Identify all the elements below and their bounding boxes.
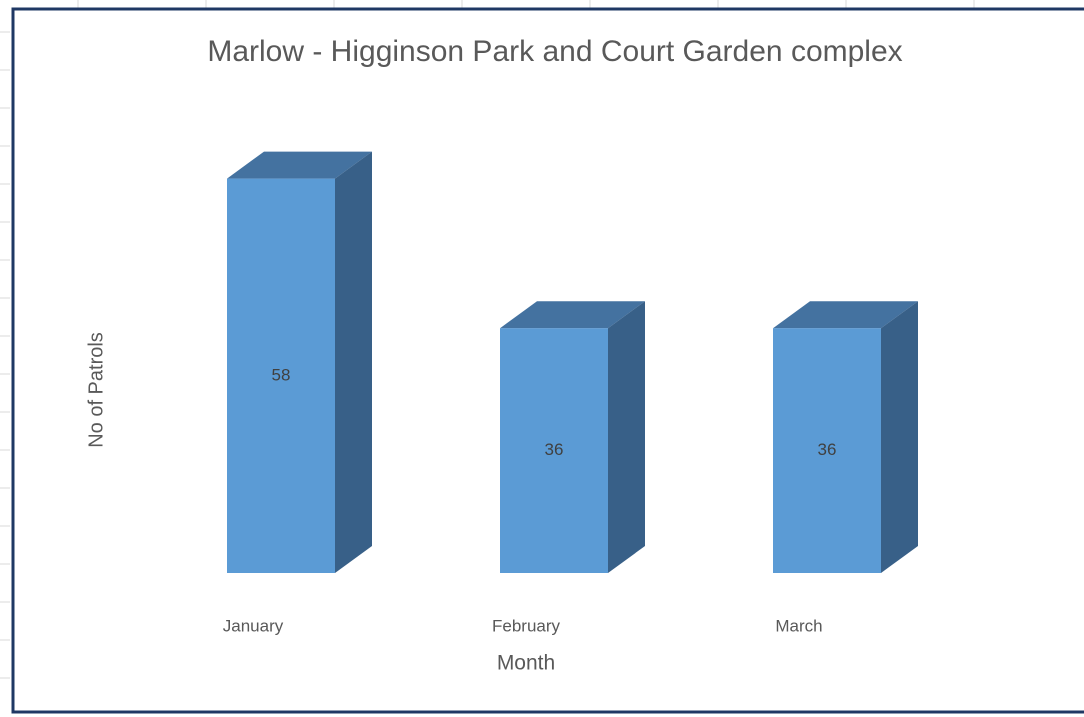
x-tick-label: January [223,616,284,635]
data-label: 58 [272,365,291,384]
bar [773,328,881,573]
bar-top [500,301,645,329]
x-tick-label: March [775,616,822,635]
bar-side [335,151,372,573]
x-axis-label: Month [497,652,555,675]
bar-top [773,301,918,329]
bar [227,178,335,573]
data-label: 36 [818,440,837,459]
x-tick-label: February [492,616,561,635]
bar [500,328,608,573]
spreadsheet-grid [0,0,975,679]
chart-title: Marlow - Higginson Park and Court Garden… [207,35,902,68]
bar-side [881,301,918,573]
data-label: 36 [545,440,564,459]
bar-side [608,301,645,573]
bar-top [227,151,372,179]
y-axis-label: No of Patrols [85,332,107,448]
